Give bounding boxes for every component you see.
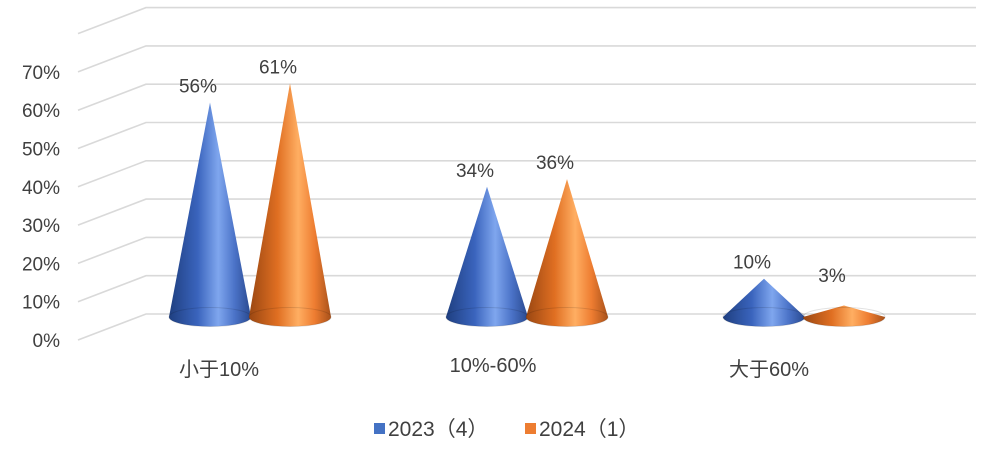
cone-bar xyxy=(525,179,609,327)
y-tick-label: 30% xyxy=(22,216,60,237)
cone-body xyxy=(446,186,528,327)
cone-bar xyxy=(722,278,806,327)
category-label: 10%-60% xyxy=(450,355,537,377)
cone-body xyxy=(249,83,331,327)
cone-base xyxy=(525,307,609,327)
cone-bar xyxy=(248,83,332,327)
y-tick-label: 40% xyxy=(22,178,60,199)
gridline xyxy=(77,83,976,111)
legend-item: 2024（1） xyxy=(525,418,639,441)
data-label: 10% xyxy=(733,253,771,274)
cone-body xyxy=(723,278,805,327)
cone-bar xyxy=(168,102,252,327)
x-axis: 小于10% 10%-60% 大于60% xyxy=(179,355,809,381)
gridline xyxy=(77,274,976,303)
data-label: 61% xyxy=(259,57,297,78)
cone-base xyxy=(248,307,332,327)
y-axis: 0% 10% 20% 30% 40% 50% 60% 70% xyxy=(22,63,60,352)
y-tick-label: 0% xyxy=(33,331,61,352)
data-label: 36% xyxy=(536,153,574,174)
gridlines xyxy=(77,6,976,341)
gridline xyxy=(77,313,976,341)
plot-area: 56% 61% 34% 36% 10% 3% xyxy=(168,57,886,327)
cone-body xyxy=(169,102,251,327)
category-label: 大于60% xyxy=(729,358,809,381)
gridline xyxy=(77,45,976,73)
cone-body xyxy=(803,305,885,327)
gridline xyxy=(77,121,976,150)
legend-item: 2023（4） xyxy=(374,418,488,441)
data-label: 3% xyxy=(818,266,846,287)
gridline xyxy=(77,6,976,35)
y-tick-label: 60% xyxy=(22,101,60,122)
legend-swatch xyxy=(374,423,385,434)
legend-swatch xyxy=(525,423,536,434)
cone-bar xyxy=(802,305,886,327)
y-tick-label: 50% xyxy=(22,140,60,161)
gridline xyxy=(77,236,976,265)
cone-bar xyxy=(445,186,529,327)
data-label: 34% xyxy=(456,161,494,182)
legend-label: 2024（1） xyxy=(539,418,639,441)
y-tick-label: 70% xyxy=(22,63,60,84)
legend-label: 2023（4） xyxy=(388,418,488,441)
cone-body xyxy=(526,179,608,327)
legend: 2023（4） 2024（1） xyxy=(374,418,639,441)
category-label: 小于10% xyxy=(179,358,259,381)
data-label: 56% xyxy=(179,77,217,98)
y-tick-label: 20% xyxy=(22,254,60,275)
gridline xyxy=(77,198,976,226)
cone-base xyxy=(802,307,886,327)
gridline xyxy=(77,160,976,188)
y-tick-label: 10% xyxy=(22,293,60,314)
